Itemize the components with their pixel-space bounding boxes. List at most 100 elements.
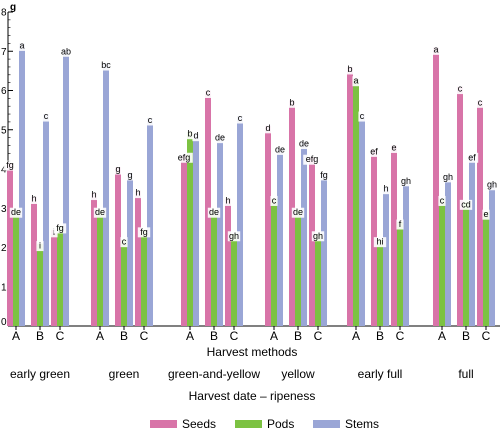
x-tick-label: B	[462, 329, 470, 343]
significance-label: gh	[313, 231, 323, 241]
bar-pods	[187, 131, 193, 326]
label-background	[36, 241, 44, 252]
significance-label: h	[135, 188, 140, 198]
label-background	[146, 115, 154, 126]
significance-label: i	[39, 241, 41, 251]
significance-label: h	[31, 193, 36, 203]
bar-pods	[295, 210, 301, 326]
label-background	[120, 237, 128, 248]
significance-label: c	[238, 113, 243, 123]
legend-swatch-pods	[235, 420, 262, 428]
label-background	[358, 111, 366, 122]
bar-seeds	[391, 145, 397, 326]
significance-label: d	[265, 123, 270, 133]
bar-seeds	[31, 196, 37, 326]
bar-pods	[13, 210, 19, 326]
group-axis-title: Harvest date – ripeness	[189, 389, 316, 403]
bar-stems	[469, 155, 475, 326]
bar-stems	[19, 43, 25, 327]
significance-label: g	[115, 164, 120, 174]
label-background	[53, 223, 67, 234]
bar-pods	[315, 233, 321, 326]
bar-seeds	[115, 167, 121, 326]
significance-label: de	[299, 139, 309, 149]
label-background	[264, 123, 272, 134]
bar-pods	[377, 239, 383, 326]
bar-seeds	[91, 192, 97, 326]
significance-label: c	[272, 195, 277, 205]
significance-label: fg	[6, 160, 14, 170]
significance-label: cd	[461, 199, 471, 209]
bar-stems	[147, 117, 153, 326]
bar-pods	[141, 229, 147, 326]
significance-label: hi	[376, 237, 383, 247]
bar-pods	[97, 210, 103, 326]
significance-label: fg	[320, 170, 328, 180]
significance-label: c	[148, 115, 153, 125]
label-background	[367, 146, 381, 157]
label-background	[382, 184, 390, 195]
significance-label: c	[206, 88, 211, 98]
label-background	[373, 237, 387, 248]
significance-label: b	[289, 97, 294, 107]
bar-pods	[121, 239, 127, 326]
label-background	[288, 97, 296, 108]
label-background	[224, 195, 232, 206]
label-background	[485, 180, 499, 191]
label-background	[317, 170, 331, 181]
y-tick-label: 3	[1, 204, 7, 215]
label-background	[3, 160, 17, 171]
label-background	[236, 113, 244, 124]
bars	[7, 43, 495, 327]
legend-swatch-stems	[313, 420, 340, 428]
label-background	[390, 142, 398, 153]
x-tick-label: B	[210, 329, 218, 343]
significance-label: de	[11, 207, 21, 217]
bar-stems	[489, 182, 495, 326]
label-background	[207, 207, 221, 218]
bar-stems	[217, 135, 223, 326]
label-background	[399, 176, 413, 187]
x-tick-label: C	[140, 329, 149, 343]
bar-seeds	[309, 157, 315, 326]
bar-stems	[321, 172, 327, 326]
significance-label: b	[347, 64, 352, 74]
y-tick-label: 6	[1, 86, 7, 97]
label-background	[396, 219, 404, 230]
x-axis-title: Harvest methods	[207, 345, 298, 359]
bar-pods	[353, 78, 359, 326]
label-background	[137, 227, 151, 238]
group-label: green	[109, 367, 140, 381]
bar-seeds	[135, 190, 141, 326]
x-tick-label: B	[120, 329, 128, 343]
bar-seeds	[225, 198, 231, 326]
x-tick-label: B	[376, 329, 384, 343]
x-tick-label: A	[12, 329, 20, 343]
bar-seeds	[433, 47, 439, 326]
significance-label: g	[127, 170, 132, 180]
x-tick-label: A	[186, 329, 194, 343]
significance-label: de	[293, 207, 303, 217]
x-tick-label: A	[270, 329, 278, 343]
significance-label: e	[483, 209, 488, 219]
bar-stems	[445, 174, 451, 326]
significance-label: ab	[61, 46, 71, 56]
significance-label: b	[187, 129, 192, 139]
bar-seeds	[477, 100, 483, 326]
significance-label: efg	[178, 152, 191, 162]
legend-label-stems: Stems	[345, 417, 379, 431]
label-background	[213, 133, 227, 144]
bar-stems	[127, 172, 133, 326]
label-background	[476, 97, 484, 108]
label-background	[303, 154, 321, 165]
label-background	[273, 144, 287, 155]
bar-pods	[483, 212, 489, 326]
legend-label-pods: Pods	[267, 417, 294, 431]
significance-labels: fgdeahicifgabhdebcgcghfgcefgbdcdedehghcd…	[3, 40, 499, 252]
bar-pods	[37, 243, 43, 326]
bar-stems	[43, 114, 49, 326]
significance-label: h	[383, 184, 388, 194]
significance-label: de	[215, 133, 225, 143]
label-background	[297, 139, 311, 150]
